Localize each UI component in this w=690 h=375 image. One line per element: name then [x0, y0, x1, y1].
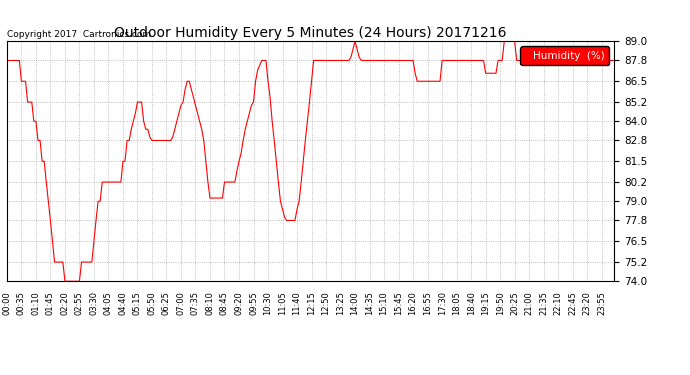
Title: Outdoor Humidity Every 5 Minutes (24 Hours) 20171216: Outdoor Humidity Every 5 Minutes (24 Hou… [115, 26, 506, 40]
Legend: Humidity  (%): Humidity (%) [520, 46, 609, 65]
Text: Copyright 2017  Cartronics.com: Copyright 2017 Cartronics.com [7, 30, 151, 39]
